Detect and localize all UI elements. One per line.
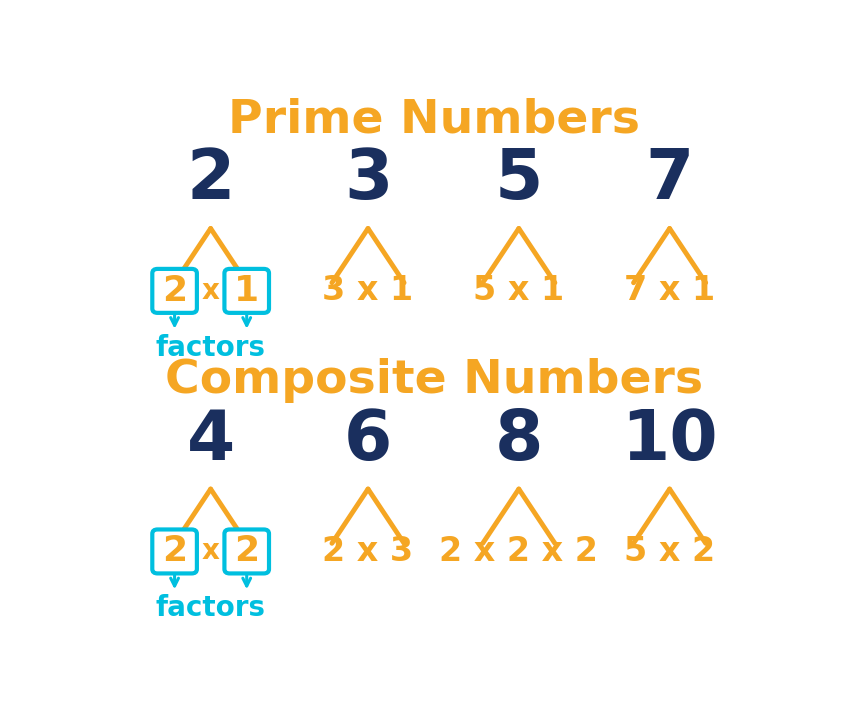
Text: Prime Numbers: Prime Numbers bbox=[228, 97, 640, 142]
Text: x: x bbox=[201, 277, 220, 305]
FancyBboxPatch shape bbox=[224, 529, 269, 573]
Text: 2: 2 bbox=[162, 274, 187, 308]
Text: 2: 2 bbox=[186, 146, 235, 213]
Text: 6: 6 bbox=[343, 407, 393, 474]
FancyBboxPatch shape bbox=[152, 529, 197, 573]
Text: factors: factors bbox=[156, 594, 266, 623]
Text: 5 x 1: 5 x 1 bbox=[473, 274, 564, 307]
Text: 2 x 2 x 2: 2 x 2 x 2 bbox=[439, 535, 598, 568]
FancyBboxPatch shape bbox=[152, 269, 197, 313]
Text: 5 x 2: 5 x 2 bbox=[624, 535, 715, 568]
Text: 3: 3 bbox=[343, 146, 393, 213]
Text: factors: factors bbox=[156, 334, 266, 362]
Text: 10: 10 bbox=[621, 407, 718, 474]
FancyBboxPatch shape bbox=[224, 269, 269, 313]
Text: 8: 8 bbox=[495, 407, 543, 474]
Text: Composite Numbers: Composite Numbers bbox=[164, 358, 703, 403]
Text: 7: 7 bbox=[645, 146, 694, 213]
Text: 5: 5 bbox=[495, 146, 543, 213]
Text: 2: 2 bbox=[234, 534, 259, 568]
Text: 4: 4 bbox=[186, 407, 235, 474]
Text: x: x bbox=[201, 537, 220, 565]
Text: 2 x 3: 2 x 3 bbox=[322, 535, 414, 568]
Text: 1: 1 bbox=[234, 274, 259, 308]
Text: 7 x 1: 7 x 1 bbox=[624, 274, 715, 307]
Text: 2: 2 bbox=[162, 534, 187, 568]
Text: 3 x 1: 3 x 1 bbox=[322, 274, 414, 307]
